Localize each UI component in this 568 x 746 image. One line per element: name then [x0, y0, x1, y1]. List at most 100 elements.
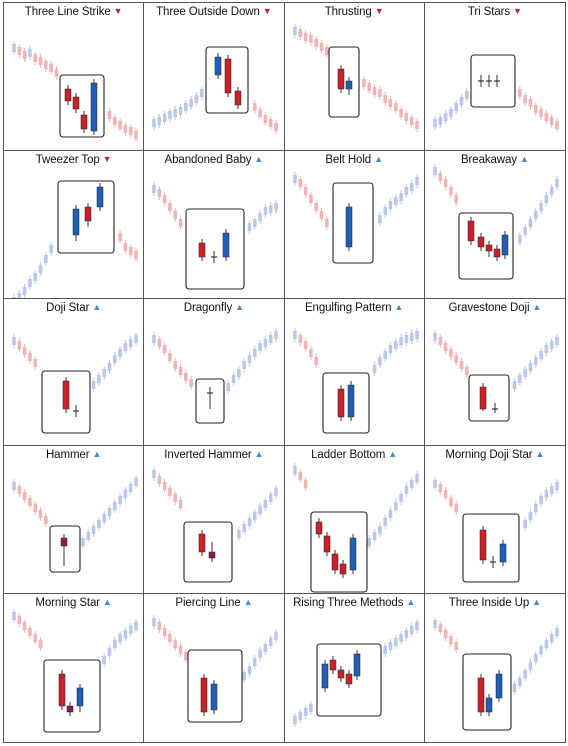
context-candle: [324, 215, 329, 230]
context-candle: [554, 479, 559, 494]
context-candle: [253, 345, 257, 360]
context-candle: [157, 335, 162, 350]
pattern-title: Dragonfly ▲: [144, 302, 283, 314]
pattern-title: Piercing Line ▲: [144, 597, 283, 609]
context-candle: [432, 329, 437, 344]
pattern-highlight-box: [327, 46, 360, 118]
context-candle: [168, 631, 172, 646]
pattern-candle: [493, 75, 500, 87]
pattern-candle: [339, 560, 346, 579]
context-candle: [17, 337, 22, 352]
context-candle: [539, 106, 543, 120]
pattern-cell: Gravestone Doji ▲: [424, 299, 565, 447]
context-candle: [17, 483, 22, 498]
context-candle: [549, 337, 554, 352]
pattern-cell: Thrusting ▼: [284, 3, 425, 151]
context-candle: [33, 631, 38, 646]
context-candle: [398, 106, 403, 120]
context-candle: [173, 637, 178, 652]
context-candle: [523, 517, 527, 532]
pattern-chart: [12, 609, 138, 733]
context-candle: [298, 26, 302, 40]
pattern-cell: Tri Stars ▼: [424, 3, 565, 151]
context-candle: [173, 106, 178, 120]
pattern-candle: [72, 204, 80, 241]
pattern-chart: [152, 46, 279, 134]
pattern-candle: [90, 79, 98, 135]
context-candle: [157, 185, 162, 200]
context-candle: [253, 215, 257, 230]
context-candle: [253, 100, 257, 114]
pattern-highlight-box: [205, 46, 249, 114]
context-candle: [404, 183, 408, 198]
context-candle: [533, 102, 538, 116]
context-candle: [12, 41, 16, 55]
context-candle: [303, 477, 307, 492]
candlestick-pattern-grid: Three Line Strike ▼ Three Outside Down ▼ T…: [3, 2, 566, 743]
context-candle: [22, 48, 27, 62]
context-candle: [404, 483, 408, 498]
pattern-candle: [337, 384, 344, 421]
pattern-candle: [201, 674, 208, 717]
pattern-chart: [432, 54, 559, 132]
pattern-candle: [485, 75, 492, 87]
pattern-cell: Belt Hold ▲: [284, 150, 425, 299]
context-candle: [22, 619, 27, 634]
context-candle: [544, 110, 548, 124]
context-candle: [388, 197, 392, 212]
context-candle: [178, 643, 183, 658]
context-candle: [432, 116, 437, 130]
context-candle: [393, 635, 398, 650]
triangle-up-icon: ▲: [92, 449, 102, 460]
context-candle: [388, 639, 392, 654]
pattern-candle: [62, 376, 70, 413]
context-candle: [388, 507, 392, 522]
triangle-up-icon: ▲: [532, 301, 542, 312]
pattern-chart: [292, 327, 419, 434]
context-candle: [200, 86, 204, 100]
context-candle: [263, 497, 268, 512]
context-candle: [247, 351, 252, 366]
context-candle: [163, 191, 167, 206]
context-candle: [123, 122, 128, 136]
context-candle: [17, 289, 22, 298]
pattern-name: Tri Stars: [467, 6, 511, 18]
context-candle: [544, 487, 548, 502]
context-candle: [86, 529, 91, 544]
context-candle: [454, 639, 458, 654]
context-candle: [17, 613, 22, 628]
context-candle: [432, 617, 437, 632]
context-candle: [409, 179, 413, 194]
pattern-candle: [315, 518, 322, 539]
context-candle: [409, 329, 413, 344]
context-candle: [33, 51, 38, 65]
pattern-name: Doji Star: [46, 301, 90, 314]
pattern-candle: [495, 670, 502, 703]
context-candle: [178, 104, 183, 118]
context-candle: [292, 713, 297, 728]
pattern-chart: [152, 327, 279, 424]
pattern-highlight-box: [468, 374, 510, 422]
triangle-up-icon: ▲: [235, 301, 244, 312]
context-candle: [97, 371, 101, 386]
context-candle: [91, 523, 96, 538]
context-candle: [539, 199, 543, 214]
context-candle: [12, 609, 16, 624]
context-candle: [409, 477, 413, 492]
context-candle: [319, 40, 323, 54]
context-candle: [303, 30, 307, 44]
context-candle: [448, 345, 453, 360]
context-candle: [454, 351, 458, 366]
pattern-candle: [60, 534, 68, 567]
pattern-chart: [292, 171, 419, 264]
context-candle: [178, 363, 183, 378]
context-candle: [173, 491, 178, 506]
pattern-highlight-box: [470, 54, 516, 108]
context-candle: [523, 667, 527, 682]
context-candle: [274, 120, 279, 134]
pattern-candle: [96, 182, 104, 211]
context-candle: [97, 517, 101, 532]
context-candle: [517, 675, 522, 690]
context-candle: [269, 491, 273, 506]
context-candle: [443, 175, 448, 190]
